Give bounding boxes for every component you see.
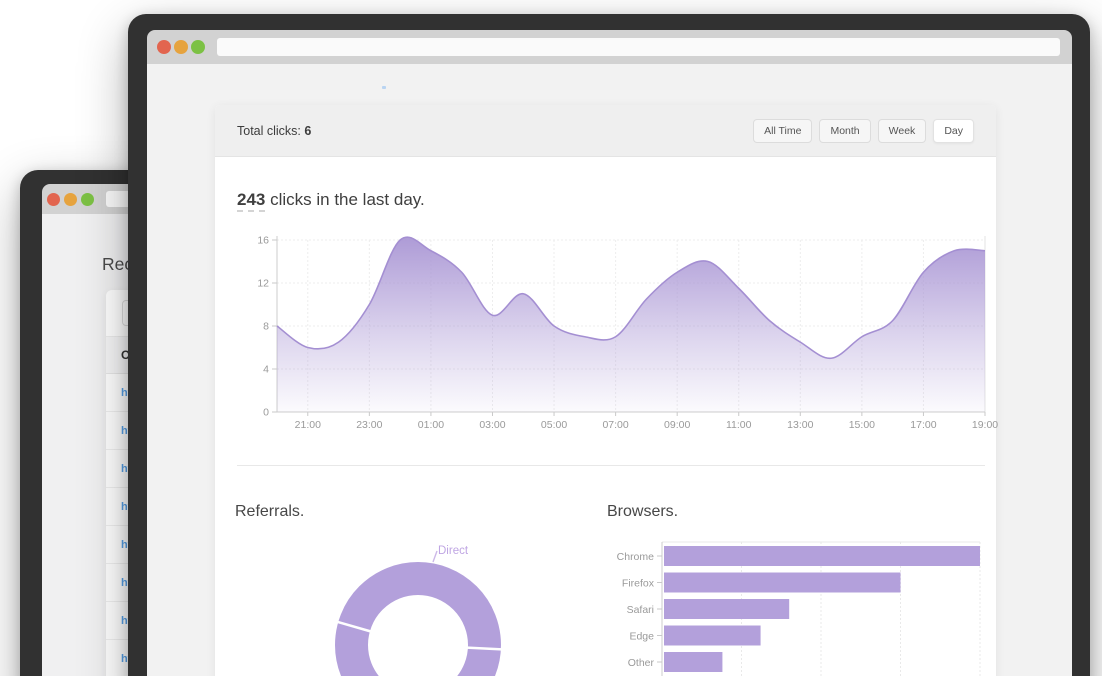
svg-text:19:00: 19:00 [972, 419, 998, 431]
svg-text:03:00: 03:00 [479, 419, 505, 431]
zoom-button[interactable] [191, 40, 205, 54]
svg-text:0: 0 [263, 407, 269, 419]
svg-text:13:00: 13:00 [787, 419, 813, 431]
svg-text:Other: Other [628, 657, 655, 669]
artifact-dot [382, 86, 386, 89]
clicks-headline-text: clicks in the last day. [265, 190, 425, 209]
front-browser-window: Total clicks: 6 All Time Month Week Day … [128, 14, 1090, 676]
referrals-doughnut-chart: Direct [325, 528, 525, 676]
front-window-titlebar[interactable] [147, 30, 1072, 64]
svg-text:21:00: 21:00 [295, 419, 321, 431]
range-buttons: All Time Month Week Day [753, 118, 974, 143]
range-button-month[interactable]: Month [819, 118, 871, 143]
svg-text:01:00: 01:00 [418, 419, 444, 431]
stats-bar: Total clicks: 6 All Time Month Week Day [215, 105, 996, 157]
svg-text:Safari: Safari [627, 604, 654, 616]
close-button[interactable] [47, 192, 60, 206]
svg-text:Chrome: Chrome [617, 551, 655, 563]
front-window-content: Total clicks: 6 All Time Month Week Day … [147, 64, 1072, 676]
range-button-day[interactable]: Day [933, 118, 974, 143]
url-bar[interactable] [217, 38, 1060, 56]
svg-text:05:00: 05:00 [541, 419, 567, 431]
analytics-card: Total clicks: 6 All Time Month Week Day … [215, 105, 998, 676]
svg-text:11:00: 11:00 [726, 419, 752, 431]
clicks-count: 243 [237, 190, 266, 212]
minimize-button[interactable] [174, 40, 188, 54]
svg-text:8: 8 [263, 321, 269, 333]
total-clicks-label: Total clicks: 6 [237, 123, 312, 138]
range-button-week[interactable]: Week [877, 118, 927, 143]
svg-text:07:00: 07:00 [602, 419, 628, 431]
zoom-button[interactable] [81, 192, 94, 206]
range-button-all-time[interactable]: All Time [753, 118, 813, 143]
browsers-section-title: Browsers. [607, 503, 679, 520]
total-clicks-value: 6 [304, 123, 312, 138]
minimize-button[interactable] [64, 192, 77, 206]
svg-text:23:00: 23:00 [356, 419, 382, 431]
svg-text:Direct: Direct [438, 545, 469, 557]
svg-text:Firefox: Firefox [622, 578, 655, 590]
svg-text:17:00: 17:00 [910, 419, 936, 431]
svg-text:4: 4 [263, 364, 269, 376]
referrals-section-title: Referrals. [235, 503, 305, 520]
close-button[interactable] [157, 40, 171, 54]
svg-text:15:00: 15:00 [849, 419, 875, 431]
svg-text:16: 16 [257, 235, 269, 247]
svg-text:Edge: Edge [629, 631, 654, 643]
svg-text:12: 12 [257, 278, 269, 290]
separator [237, 465, 985, 466]
clicks-headline: 243 clicks in the last day. [237, 190, 425, 212]
svg-text:09:00: 09:00 [664, 419, 690, 431]
browsers-bar-chart: Chrome Firefox Safari Edge Other [608, 533, 993, 676]
clicks-area-chart: 21:00 23:00 01:00 03:00 05:00 07:00 09:00 11:00… [230, 229, 1000, 434]
